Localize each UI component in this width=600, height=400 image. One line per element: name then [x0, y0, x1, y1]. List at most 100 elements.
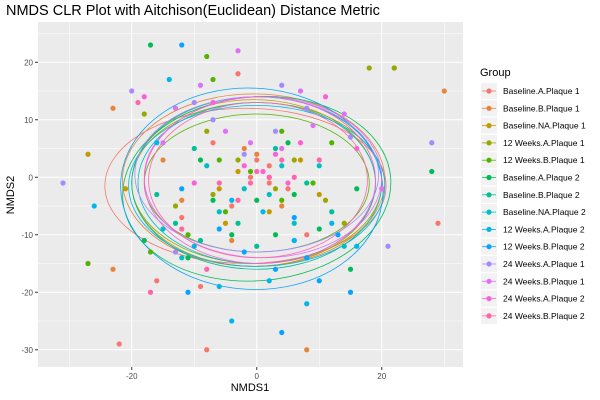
data-point [341, 243, 347, 249]
panel [38, 22, 463, 367]
data-point [204, 347, 210, 353]
legend-items: Baseline.A.Plaque 1 Baseline.B.Plaque 1 Ba… [481, 83, 586, 324]
data-point [291, 191, 297, 198]
data-point [204, 53, 210, 60]
legend-label: 12 Weeks.A.Plaque 2 [503, 224, 585, 234]
group-ellipse [128, 104, 386, 267]
data-point [266, 191, 272, 198]
x-tick-label: 20 [377, 372, 386, 381]
data-point [247, 174, 254, 180]
data-point [254, 151, 260, 157]
data-point [304, 301, 310, 307]
data-point [316, 226, 322, 232]
data-point [122, 186, 129, 192]
data-point [279, 145, 285, 152]
legend-key-point [486, 278, 492, 284]
data-point [285, 140, 291, 146]
legend-key-point [486, 174, 492, 181]
data-point [210, 117, 216, 123]
data-point [191, 145, 197, 152]
data-point [204, 163, 210, 169]
legend-label: 24 Weeks.B.Plaque 2 [503, 311, 585, 321]
data-point [341, 220, 347, 226]
data-point [229, 237, 235, 244]
legend-item: Baseline.NA.Plaque 2 [481, 204, 586, 221]
data-point [116, 341, 122, 347]
data-point [216, 186, 222, 192]
legend-label: 12 Weeks.A.Plaque 1 [503, 138, 585, 148]
data-point [304, 180, 310, 186]
data-point [297, 157, 304, 163]
legend-item: Baseline.NA.Plaque 1 [481, 117, 586, 134]
data-point [379, 186, 385, 192]
y-tick-label: -20 [21, 288, 33, 297]
data-point [147, 42, 154, 48]
data-point [154, 191, 160, 198]
legend-item: Baseline.A.Plaque 2 [481, 169, 580, 186]
data-point [235, 157, 241, 163]
data-point [285, 180, 291, 186]
data-point [247, 168, 254, 175]
data-point [204, 128, 210, 134]
legend-label: Baseline.A.Plaque 1 [503, 86, 580, 96]
y-axis-title: NMDS2 [5, 176, 17, 215]
data-point [254, 157, 260, 163]
y-tick-label: -10 [21, 231, 33, 240]
data-point [272, 128, 279, 134]
data-point [254, 168, 260, 175]
x-axis-title: NMDS1 [231, 382, 270, 394]
data-point [354, 243, 360, 249]
x-axis-ticks: -20 0 20 [126, 367, 387, 381]
data-point [160, 226, 166, 232]
data-point [254, 243, 260, 249]
data-point [229, 197, 235, 203]
data-point [272, 266, 279, 272]
data-point [179, 255, 185, 261]
data-point [429, 168, 435, 175]
data-point [85, 260, 91, 267]
legend-key-point [486, 88, 492, 94]
legend-label: Baseline.B.Plaque 1 [503, 103, 580, 113]
data-point [316, 157, 322, 163]
data-point [216, 209, 222, 215]
data-point [241, 163, 247, 169]
data-point [341, 111, 347, 117]
data-point [329, 209, 335, 215]
y-tick-label: -30 [21, 346, 33, 355]
data-point [291, 174, 297, 180]
data-point [279, 157, 285, 163]
data-point [179, 42, 185, 48]
data-point [266, 174, 272, 180]
data-point [185, 232, 191, 238]
data-point [235, 48, 241, 54]
group-ellipse [143, 96, 376, 264]
legend-item: 12 Weeks.B.Plaque 2 [481, 238, 585, 255]
data-point [322, 94, 329, 100]
data-point [216, 180, 222, 186]
data-point [210, 191, 216, 198]
data-point [210, 197, 216, 203]
ellipse-layer [104, 87, 392, 290]
data-point [197, 82, 204, 88]
data-point [91, 203, 97, 209]
data-point [366, 65, 372, 71]
data-point [272, 145, 279, 152]
data-point [291, 214, 297, 221]
data-point [235, 168, 241, 175]
x-tick-label: -20 [126, 372, 138, 381]
legend-label: 24 Weeks.B.Plaque 1 [503, 276, 585, 286]
data-point [210, 99, 216, 106]
data-point [185, 255, 191, 261]
data-point [172, 203, 179, 209]
legend-item: 24 Weeks.A.Plaque 2 [481, 290, 585, 307]
data-point [166, 76, 172, 83]
data-point [310, 180, 316, 186]
data-point [266, 209, 272, 215]
data-point [272, 151, 279, 157]
data-point [191, 180, 197, 186]
data-point [322, 197, 329, 203]
data-point [347, 266, 354, 272]
legend-item: 12 Weeks.B.Plaque 1 [481, 152, 585, 169]
data-point [197, 283, 204, 290]
group-ellipse [148, 102, 368, 259]
